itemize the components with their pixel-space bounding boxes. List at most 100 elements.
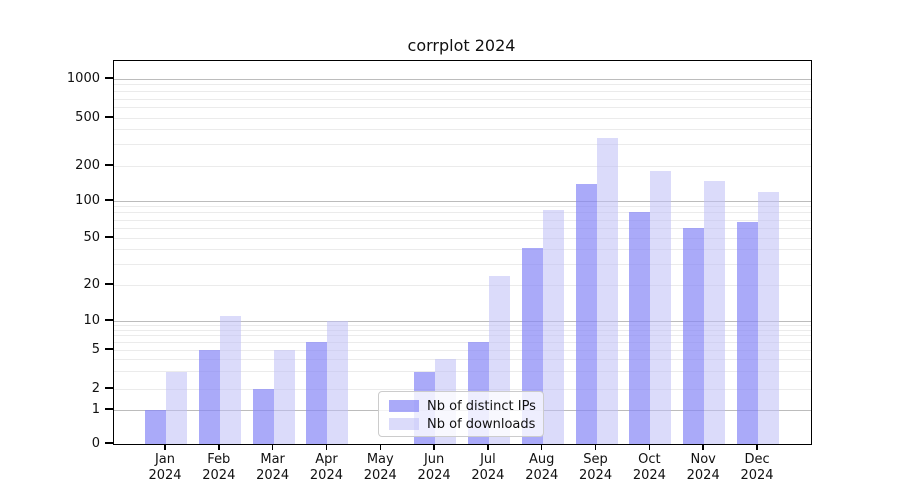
y-tick-label-2: 2	[91, 380, 100, 396]
y-tick-mark-5	[105, 348, 113, 350]
legend-label: Nb of distinct IPs	[427, 398, 536, 414]
x-tick-mark-may	[379, 444, 382, 450]
minor-gridline-800	[114, 91, 811, 93]
x-tick-label-jun: Jun 2024	[417, 452, 451, 483]
minor-gridline-5	[114, 349, 811, 351]
minor-gridline-4	[114, 358, 811, 360]
x-tick-mark-jul	[487, 444, 489, 450]
x-tick-mark-oct	[648, 444, 651, 450]
minor-gridline-600	[114, 107, 811, 109]
minor-gridline-70	[114, 219, 811, 221]
minor-gridline-7	[114, 335, 811, 337]
y-tick-label-0: 0	[91, 435, 100, 451]
bar-ips-oct	[629, 211, 651, 444]
y-tick-mark-200	[105, 164, 113, 166]
x-tick-mark-aug	[540, 444, 543, 450]
minor-gridline-30	[114, 263, 811, 265]
y-tick-mark-1000	[105, 77, 113, 79]
legend: Nb of distinct IPs Nb of downloads	[378, 391, 544, 437]
x-tick-label-may: May 2024	[363, 452, 397, 483]
plot-area	[113, 60, 812, 445]
y-tick-mark-10	[105, 319, 113, 321]
y-tick-label-1000: 1000	[66, 70, 100, 86]
x-tick-mark-mar	[271, 444, 274, 450]
x-tick-mark-dec	[756, 444, 758, 450]
bar-ips-dec	[737, 221, 759, 444]
x-tick-label-jul: Jul 2024	[471, 452, 505, 483]
x-tick-label-nov: Nov 2024	[686, 452, 720, 483]
y-tick-label-1: 1	[91, 401, 100, 417]
bar-ips-feb	[198, 350, 220, 444]
minor-gridline-3	[114, 371, 811, 373]
x-tick-label-aug: Aug 2024	[525, 452, 559, 483]
x-tick-label-apr: Apr 2024	[309, 452, 343, 483]
bar-downloads-jan	[166, 371, 187, 444]
minor-gridline-8	[114, 329, 811, 331]
bar-downloads-dec	[758, 191, 780, 444]
legend-item: Nb of distinct IPs	[389, 397, 536, 415]
y-tick-label-50: 50	[83, 229, 100, 245]
bar-ips-jan	[145, 410, 166, 444]
y-tick-mark-500	[105, 116, 113, 118]
y-tick-mark-0	[105, 442, 113, 444]
y-tick-label-20: 20	[83, 276, 100, 292]
minor-gridline-80	[114, 212, 811, 214]
y-tick-label-5: 5	[91, 341, 100, 357]
y-tick-mark-100	[105, 199, 113, 201]
minor-gridline-90	[114, 206, 811, 208]
bar-downloads-mar	[273, 350, 295, 444]
bar-ips-nov	[683, 228, 705, 444]
major-gridline-1000	[114, 78, 811, 80]
bar-downloads-oct	[650, 171, 672, 444]
x-tick-mark-sep	[594, 444, 597, 450]
x-tick-label-sep: Sep 2024	[579, 452, 613, 483]
y-tick-mark-2	[105, 387, 113, 389]
major-gridline-100	[114, 200, 811, 202]
x-tick-mark-apr	[325, 444, 328, 450]
minor-gridline-60	[114, 227, 811, 229]
bar-downloads-aug	[542, 209, 564, 444]
x-tick-mark-jan	[164, 444, 166, 450]
bar-downloads-sep	[596, 138, 618, 444]
minor-gridline-20	[114, 284, 811, 286]
x-tick-mark-jun	[433, 444, 435, 450]
x-tick-label-dec: Dec 2024	[740, 452, 774, 483]
minor-gridline-200	[114, 165, 811, 167]
x-tick-label-feb: Feb 2024	[202, 452, 236, 483]
minor-gridline-9	[114, 324, 811, 326]
bar-ips-mar	[252, 389, 274, 444]
legend-label: Nb of downloads	[427, 416, 536, 432]
minor-gridline-40	[114, 248, 811, 250]
minor-gridline-2	[114, 388, 811, 390]
y-tick-label-500: 500	[75, 109, 100, 125]
x-tick-label-oct: Oct 2024	[632, 452, 666, 483]
x-tick-mark-feb	[218, 444, 220, 450]
x-tick-label-jan: Jan 2024	[148, 452, 182, 483]
y-tick-label-100: 100	[75, 192, 100, 208]
minor-gridline-6	[114, 341, 811, 343]
minor-gridline-50	[114, 237, 811, 239]
legend-swatch-icon	[389, 400, 419, 412]
bar-ips-apr	[306, 342, 328, 444]
y-tick-mark-20	[105, 283, 113, 285]
y-tick-mark-1	[105, 408, 113, 410]
bar-downloads-nov	[704, 180, 726, 444]
minor-gridline-900	[114, 84, 811, 86]
x-tick-label-mar: Mar 2024	[256, 452, 290, 483]
minor-gridline-300	[114, 144, 811, 146]
legend-swatch-icon	[389, 418, 419, 430]
y-tick-label-10: 10	[83, 312, 100, 328]
y-tick-mark-50	[105, 236, 113, 238]
bar-ips-sep	[575, 184, 597, 444]
legend-item: Nb of downloads	[389, 415, 535, 433]
minor-gridline-400	[114, 129, 811, 131]
y-tick-label-200: 200	[75, 157, 100, 173]
bar-downloads-apr	[327, 321, 349, 444]
chart-title: corrplot 2024	[407, 36, 516, 55]
major-gridline-10	[114, 320, 811, 322]
minor-gridline-700	[114, 98, 811, 100]
x-tick-mark-nov	[702, 444, 704, 450]
bar-downloads-feb	[219, 316, 241, 444]
minor-gridline-500	[114, 117, 811, 119]
